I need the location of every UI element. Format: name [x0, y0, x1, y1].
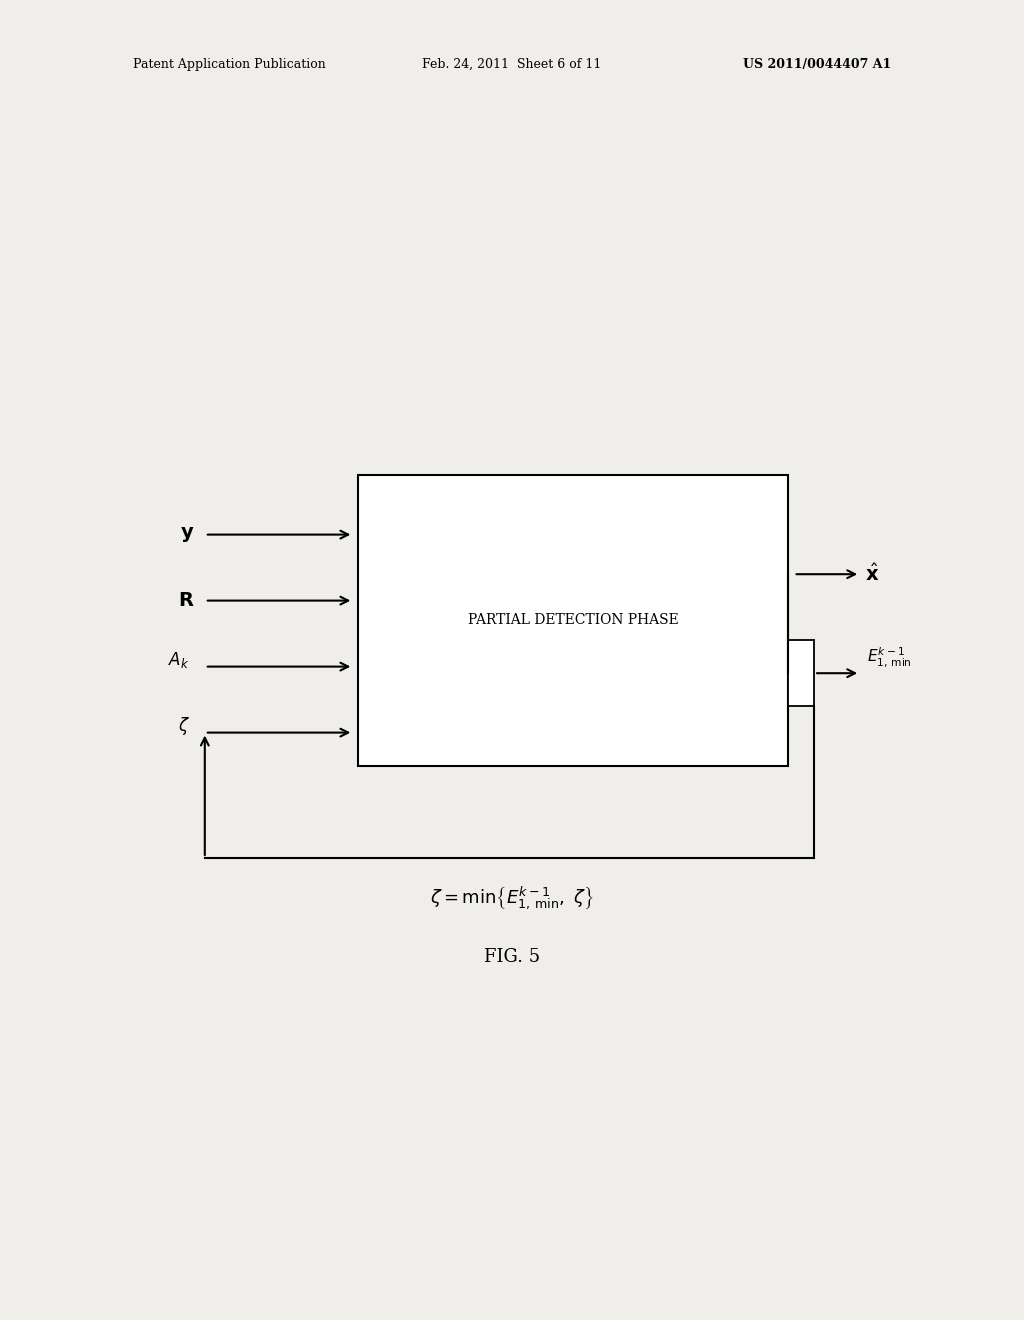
- Text: PARTIAL DETECTION PHASE: PARTIAL DETECTION PHASE: [468, 614, 679, 627]
- FancyBboxPatch shape: [788, 640, 814, 706]
- Text: $\hat{\mathbf{x}}$: $\hat{\mathbf{x}}$: [865, 564, 880, 585]
- Text: US 2011/0044407 A1: US 2011/0044407 A1: [742, 58, 891, 71]
- Text: $\mathbf{y}$: $\mathbf{y}$: [180, 525, 195, 544]
- Text: Patent Application Publication: Patent Application Publication: [133, 58, 326, 71]
- Text: FIG. 5: FIG. 5: [484, 948, 540, 966]
- Text: $E_{1,\,\mathrm{min}}^{k-1}$: $E_{1,\,\mathrm{min}}^{k-1}$: [867, 645, 912, 669]
- Text: $\zeta$: $\zeta$: [177, 715, 189, 737]
- Text: $A_k$: $A_k$: [168, 649, 189, 671]
- Text: Feb. 24, 2011  Sheet 6 of 11: Feb. 24, 2011 Sheet 6 of 11: [422, 58, 602, 71]
- Text: $\mathbf{R}$: $\mathbf{R}$: [178, 591, 195, 610]
- Text: $\zeta = \mathrm{min}\left\{E_{1,\,\mathrm{min}}^{k-1},\ \zeta\right\}$: $\zeta = \mathrm{min}\left\{E_{1,\,\math…: [430, 884, 594, 912]
- FancyBboxPatch shape: [358, 475, 788, 766]
